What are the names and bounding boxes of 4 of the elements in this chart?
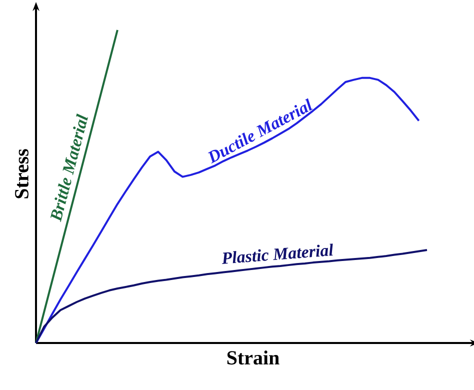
y-axis-title: Stress xyxy=(15,149,28,198)
x-axis-title: Strain xyxy=(227,350,280,365)
series-label: Plastic Material xyxy=(222,244,333,264)
text: Brittle Material xyxy=(50,113,88,222)
